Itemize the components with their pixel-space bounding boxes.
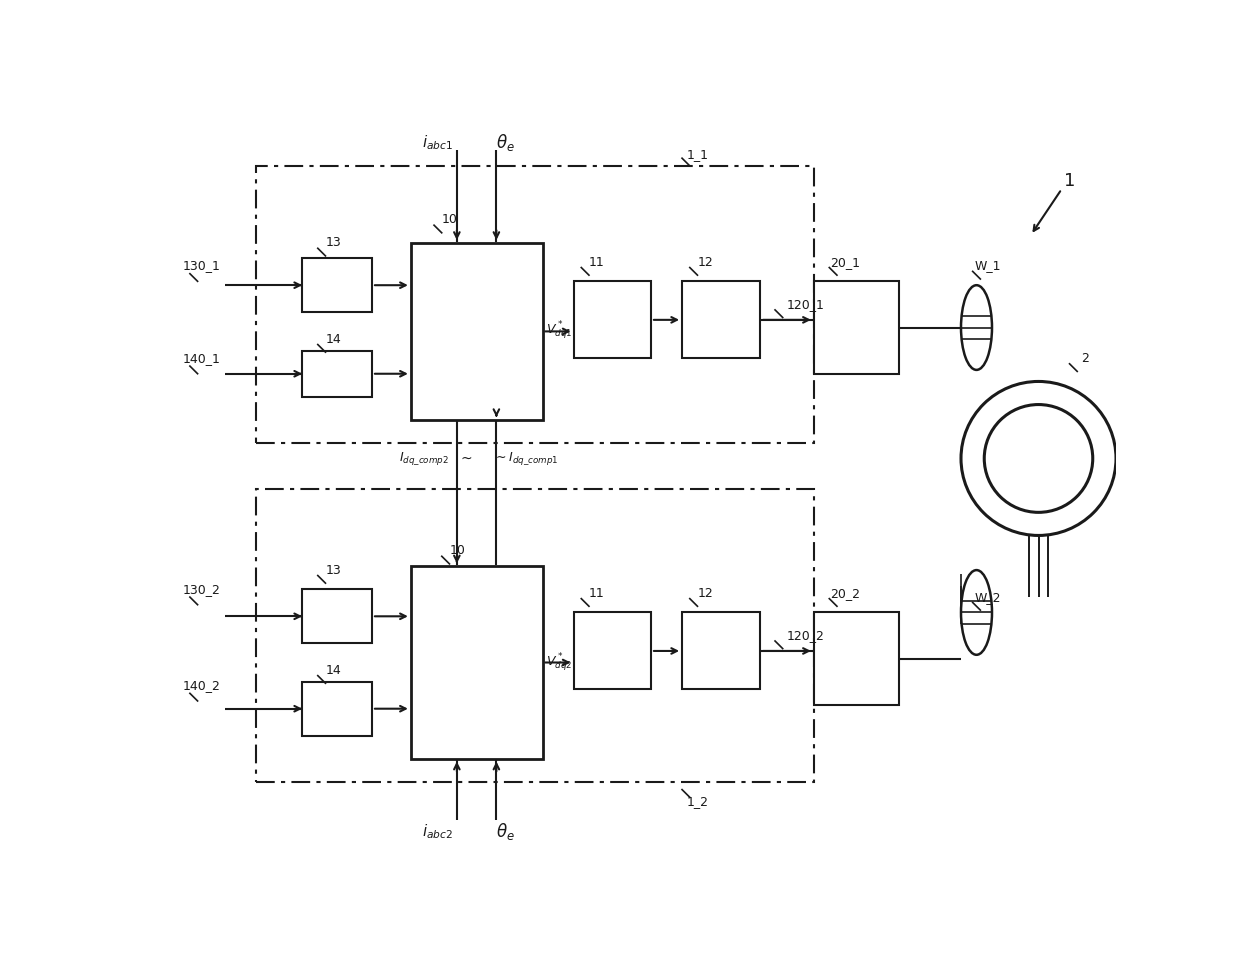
Text: 20_2: 20_2 bbox=[830, 587, 859, 599]
Text: 20_1: 20_1 bbox=[830, 256, 859, 268]
Bar bbox=[410, 566, 543, 758]
Bar bbox=[573, 613, 651, 689]
Text: 1_1: 1_1 bbox=[687, 148, 708, 161]
Text: 1_2: 1_2 bbox=[687, 794, 708, 808]
Text: 14: 14 bbox=[325, 333, 341, 345]
Text: 12: 12 bbox=[697, 256, 713, 268]
Bar bbox=[410, 243, 543, 420]
Text: 13: 13 bbox=[325, 236, 341, 249]
Bar bbox=[303, 350, 372, 397]
Text: 13: 13 bbox=[325, 564, 341, 577]
Text: 11: 11 bbox=[589, 256, 605, 268]
Bar bbox=[303, 259, 372, 312]
Text: 130_1: 130_1 bbox=[182, 260, 221, 272]
Text: W_1: W_1 bbox=[975, 260, 1002, 272]
Text: 130_2: 130_2 bbox=[182, 583, 221, 595]
Text: $V^*_{dq1}$: $V^*_{dq1}$ bbox=[547, 320, 573, 343]
Bar bbox=[303, 590, 372, 644]
Text: $\theta_e$: $\theta_e$ bbox=[496, 132, 515, 153]
Text: $i_{abc2}$: $i_{abc2}$ bbox=[422, 822, 453, 841]
Bar bbox=[573, 282, 651, 358]
Text: 140_1: 140_1 bbox=[182, 352, 221, 365]
Text: 10: 10 bbox=[441, 213, 458, 226]
Bar bbox=[813, 613, 899, 704]
Bar bbox=[682, 282, 759, 358]
Text: ~: ~ bbox=[461, 452, 472, 465]
Text: 140_2: 140_2 bbox=[182, 679, 221, 692]
Text: $\theta_e$: $\theta_e$ bbox=[496, 821, 515, 842]
Text: $I_{dq\_comp2}$: $I_{dq\_comp2}$ bbox=[399, 450, 449, 467]
Text: 12: 12 bbox=[697, 587, 713, 599]
Bar bbox=[813, 282, 899, 373]
Bar bbox=[303, 681, 372, 735]
Text: 14: 14 bbox=[325, 664, 341, 676]
Text: 2: 2 bbox=[1081, 352, 1089, 365]
Text: 1: 1 bbox=[1064, 172, 1075, 190]
Text: 10: 10 bbox=[449, 544, 465, 558]
Bar bbox=[682, 613, 759, 689]
Text: $\sim I_{dq\_comp1}$: $\sim I_{dq\_comp1}$ bbox=[492, 450, 558, 467]
Text: $i_{abc1}$: $i_{abc1}$ bbox=[422, 133, 453, 152]
Text: 11: 11 bbox=[589, 587, 605, 599]
Text: $V^*_{dq2}$: $V^*_{dq2}$ bbox=[547, 651, 573, 674]
Text: 120_1: 120_1 bbox=[786, 298, 825, 311]
Text: 120_2: 120_2 bbox=[786, 629, 825, 642]
Text: W_2: W_2 bbox=[975, 591, 1002, 603]
Bar bbox=[255, 489, 813, 782]
Bar bbox=[255, 166, 813, 443]
